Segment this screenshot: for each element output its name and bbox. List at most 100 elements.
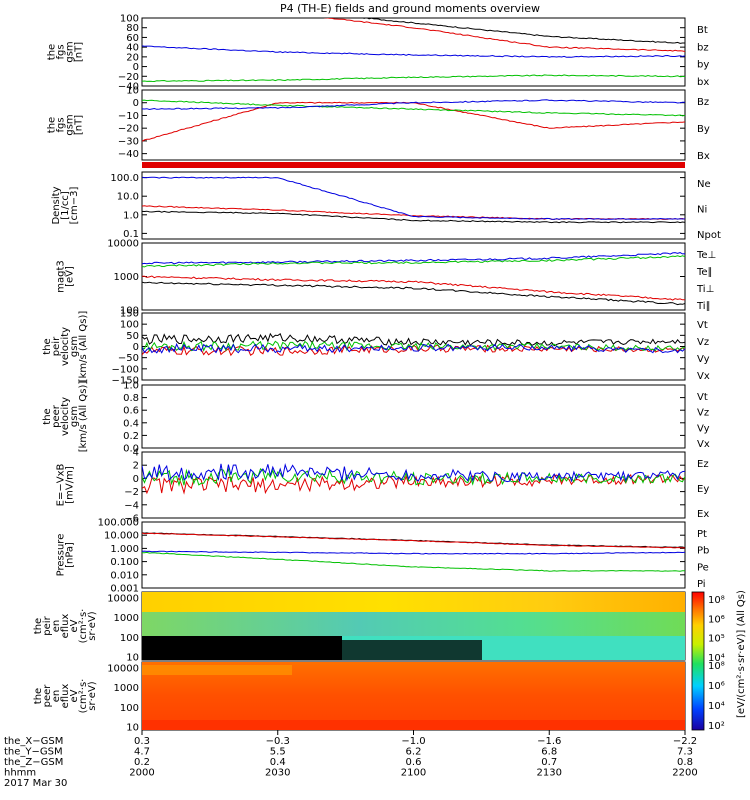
series-group-peir-velocity	[142, 332, 685, 357]
x-tick-label-hhmm: 2130	[537, 768, 562, 779]
legend-Ez: Ez	[697, 459, 709, 470]
legend-Vy: Vy	[697, 423, 710, 434]
y-tick-label: 40	[126, 43, 139, 54]
y-tick-label: 0	[133, 342, 139, 353]
y-axis-label-line: [mV/m]	[65, 466, 76, 504]
y-tick-label: 100	[120, 14, 139, 25]
y-tick-label: −4	[124, 500, 139, 511]
legend-Vx: Vx	[697, 371, 710, 382]
y-tick-label: 0.0	[123, 444, 139, 455]
y-tick-label: 10	[126, 722, 139, 733]
y-axis-label-line: [nT]	[74, 42, 85, 62]
legend-Te∥: Te∥	[696, 267, 713, 278]
series-line-Ex	[142, 463, 685, 483]
panel-density: 100.0 10.0 1.0 0.1 Density[1/cc][cm−3] Ne Ni Np…	[51, 171, 721, 241]
y-axis-label-line: eflux	[60, 614, 71, 639]
y-tick-label: −10	[118, 111, 139, 122]
y-axis-label-line: peer	[51, 404, 62, 428]
y-tick-label: 1000	[114, 613, 139, 624]
x-tick-label-hhmm: 2030	[265, 768, 290, 779]
legend-Te⊥: Te⊥	[696, 250, 716, 261]
legend-Vz: Vz	[697, 408, 709, 419]
y-axis-label-line: gsm	[69, 336, 80, 357]
series-line-Pe	[142, 551, 685, 572]
panel-peer-spectrogram: 10000 1000 100 10 thepeerenefluxeV(cm²·s·sr·…	[33, 661, 686, 733]
y-axis-label-line: peer	[42, 684, 53, 708]
y-tick-label: −20	[118, 72, 139, 83]
y-tick-label: −40	[118, 82, 139, 93]
legend-Pt: Pt	[697, 529, 707, 540]
y-tick-label: 0.010	[110, 570, 139, 581]
y-tick-label: −40	[118, 149, 139, 160]
x-tick-label-z: 0.7	[541, 757, 557, 768]
x-tick-label-x: −1.6	[537, 736, 561, 747]
y-tick-label: 0.8	[123, 393, 139, 404]
y-axis-label-line: [nT]	[74, 115, 85, 135]
panel-frame	[141, 171, 686, 240]
y-tick-label: 1000	[114, 272, 139, 283]
x-tick-label-z: 0.2	[134, 757, 150, 768]
legend-Ti∥: Ti∥	[696, 301, 711, 312]
y-tick-label: 100	[120, 703, 139, 714]
y-tick-label: −30	[118, 136, 139, 147]
y-axis-label-line: sr·eV)	[87, 611, 98, 640]
x-tick-label-hhmm: 2100	[401, 768, 426, 779]
y-tick-label: 10	[126, 86, 139, 97]
y-tick-label: 150	[120, 309, 139, 320]
x-tick-label-hhmm: 2200	[672, 768, 697, 779]
series-group-pressure	[142, 532, 685, 572]
y-axis-label-line: fgs	[56, 44, 67, 59]
ephemeris-row-label: the_X−GSM	[4, 736, 63, 747]
series-line-Ey	[142, 467, 685, 487]
x-tick-label-z: 0.4	[270, 757, 286, 768]
x-tick-label-y: 6.2	[406, 747, 422, 758]
colorbar-tick-label: 10²	[708, 721, 725, 732]
ephemeris-row-label: the_Z−GSM	[4, 757, 63, 768]
series-line-bx	[142, 45, 685, 58]
legend-Pe: Pe	[697, 562, 709, 573]
y-axis-label-line: eV	[69, 619, 80, 632]
y-axis-label-line: the	[33, 618, 44, 634]
y-axis-label-line: the	[33, 688, 44, 704]
y-tick-label: 10.0	[117, 192, 139, 203]
series-line-Npot	[142, 176, 685, 220]
series-group-temperature	[142, 252, 685, 306]
series-line-Bt	[358, 18, 685, 44]
colorbar-tick-label: 10⁸	[708, 595, 725, 606]
y-tick-label: −20	[118, 124, 139, 135]
y-tick-label: 0.001	[110, 584, 139, 595]
y-axis-label-line: gsm	[69, 406, 80, 427]
x-tick-label-x: 0.3	[134, 736, 150, 747]
y-axis-label-line: the	[47, 117, 58, 133]
y-axis-label-line: the	[47, 44, 58, 60]
colorbar-tick-label: 10⁸	[708, 661, 725, 672]
y-tick-label: 100	[120, 320, 139, 331]
legend-Ey: Ey	[697, 484, 709, 495]
legend-Ni: Ni	[697, 205, 707, 216]
y-tick-label: −50	[118, 353, 139, 364]
y-tick-label: 2	[133, 461, 139, 472]
legend-Vx: Vx	[697, 439, 710, 450]
y-tick-label: 0	[133, 98, 139, 109]
panel-frame	[141, 451, 686, 519]
y-axis-label-line: fgs	[56, 117, 67, 132]
series-line-Vz	[142, 344, 685, 357]
y-axis-label-line: Pressure	[56, 534, 67, 577]
y-tick-label: 60	[126, 33, 139, 44]
legend-by: by	[697, 60, 709, 71]
y-axis-label-line: [nPa]	[65, 542, 76, 568]
y-tick-label: 1.0	[123, 210, 139, 221]
y-axis-label-line: [km/s (All Qs)]	[78, 381, 89, 453]
panel-peer-velocity: 1.00.8 0.60.4 0.2 0.0 thepeervelocitygsm[km/…	[42, 381, 710, 455]
y-axis-label-line: en	[51, 690, 62, 703]
legend-Vt: Vt	[697, 320, 708, 331]
colorbar	[691, 591, 705, 731]
y-axis-label-line: gsm	[65, 41, 76, 62]
y-tick-label: 10000	[107, 663, 139, 674]
legend-Pb: Pb	[697, 546, 709, 557]
y-axis-label-line: [cm−3]	[69, 187, 80, 225]
colorbar-tick-label: 10⁶	[708, 614, 725, 625]
